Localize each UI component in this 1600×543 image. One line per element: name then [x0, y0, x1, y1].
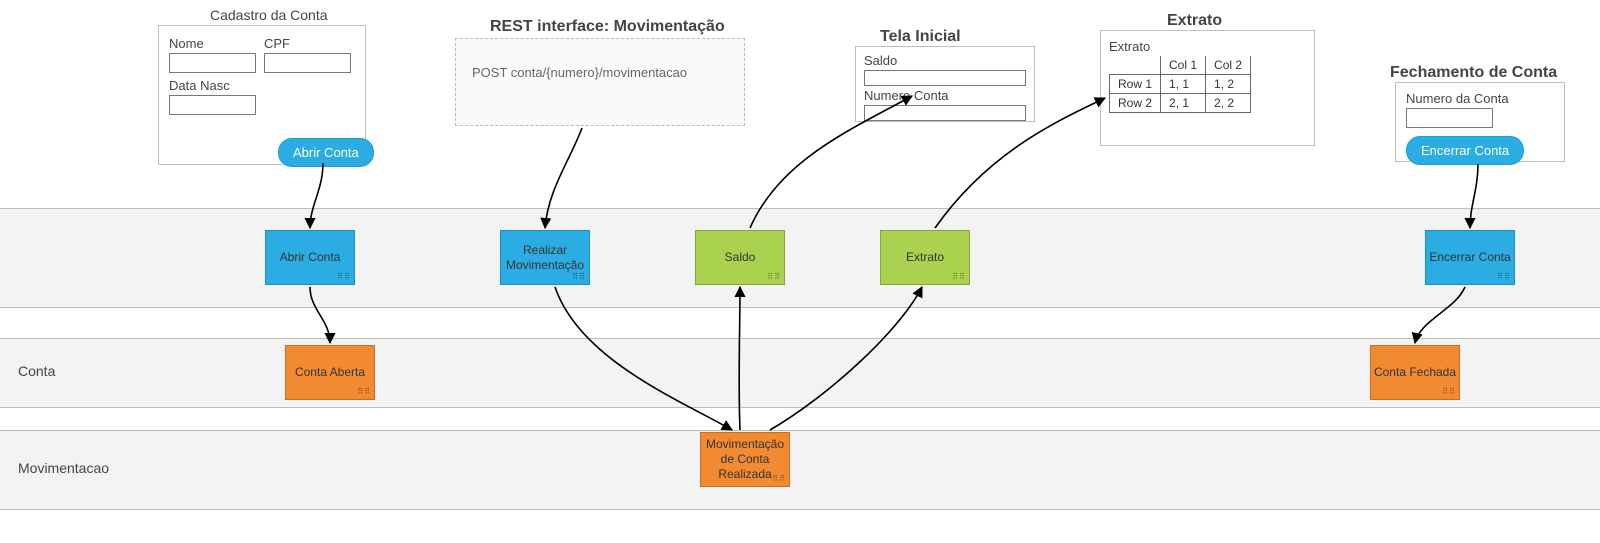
rest-text: POST conta/{numero}/movimentacao — [472, 65, 734, 80]
extrato-col1: Col 1 — [1161, 56, 1206, 75]
node-saldo[interactable]: Saldo ⠿⠿ — [695, 230, 785, 285]
node-extrato[interactable]: Extrato ⠿⠿ — [880, 230, 970, 285]
extrato-r1-label: Row 1 — [1110, 75, 1161, 94]
node-encerrar-label: Encerrar Conta — [1429, 250, 1510, 265]
extrato-r2c2: 2, 2 — [1206, 94, 1251, 113]
diagram-canvas: Conta Movimentacao Cadastro da Conta Nom… — [0, 0, 1600, 543]
extrato-col2: Col 2 — [1206, 56, 1251, 75]
rest-title: REST interface: Movimentação — [490, 18, 725, 36]
fechamento-input[interactable] — [1406, 108, 1493, 128]
grip-icon: ⠿⠿ — [772, 474, 786, 484]
lane-actions — [0, 208, 1600, 308]
grip-icon: ⠿⠿ — [1497, 272, 1511, 282]
extrato-r2c1: 2, 1 — [1161, 94, 1206, 113]
cadastro-datanasc-input[interactable] — [169, 95, 256, 115]
tela-inicial-title: Tela Inicial — [880, 28, 961, 46]
node-realizar-mov-label: Realizar Movimentação — [503, 243, 587, 273]
extrato-panel: Extrato Col 1 Col 2 Row 1 1, 1 1, 2 Row … — [1100, 30, 1315, 146]
node-conta-fechada[interactable]: Conta Fechada ⠿⠿ — [1370, 345, 1460, 400]
cadastro-cpf-label: CPF — [264, 36, 351, 51]
extrato-r1c2: 1, 2 — [1206, 75, 1251, 94]
cadastro-datanasc-label: Data Nasc — [169, 78, 256, 93]
node-abrir-conta[interactable]: Abrir Conta ⠿⠿ — [265, 230, 355, 285]
grip-icon: ⠿⠿ — [767, 272, 781, 282]
extrato-inner-title: Extrato — [1109, 39, 1306, 54]
grip-icon: ⠿⠿ — [337, 272, 351, 282]
fechamento-panel: Numero da Conta Encerrar Conta — [1395, 82, 1565, 162]
extrato-table: Col 1 Col 2 Row 1 1, 1 1, 2 Row 2 2, 1 2… — [1109, 56, 1251, 113]
encerrar-conta-button[interactable]: Encerrar Conta — [1406, 136, 1524, 165]
node-extrato-label: Extrato — [906, 250, 944, 265]
cadastro-cpf-input[interactable] — [264, 53, 351, 73]
lane-conta-label: Conta — [18, 363, 55, 379]
abrir-conta-button[interactable]: Abrir Conta — [278, 138, 374, 167]
grip-icon: ⠿⠿ — [1442, 387, 1456, 397]
node-encerrar[interactable]: Encerrar Conta ⠿⠿ — [1425, 230, 1515, 285]
rest-panel: POST conta/{numero}/movimentacao — [455, 38, 745, 126]
grip-icon: ⠿⠿ — [357, 387, 371, 397]
extrato-r2-label: Row 2 — [1110, 94, 1161, 113]
grip-icon: ⠿⠿ — [572, 272, 586, 282]
cadastro-nome-label: Nome — [169, 36, 256, 51]
node-mov-realizada[interactable]: Movimentação de Conta Realizada⠿⠿ — [700, 432, 790, 487]
numero-conta-input[interactable] — [864, 105, 1026, 121]
saldo-label: Saldo — [864, 53, 1026, 68]
node-conta-fechada-label: Conta Fechada — [1374, 365, 1456, 380]
cadastro-nome-input[interactable] — [169, 53, 256, 73]
numero-conta-label: Numero Conta — [864, 88, 1026, 103]
node-conta-aberta-label: Conta Aberta — [295, 365, 365, 380]
node-realizar-mov[interactable]: Realizar Movimentação⠿⠿ — [500, 230, 590, 285]
lane-movimentacao — [0, 430, 1600, 510]
lane-conta — [0, 338, 1600, 408]
fechamento-title: Fechamento de Conta — [1390, 64, 1557, 82]
node-saldo-label: Saldo — [725, 250, 756, 265]
cadastro-title: Cadastro da Conta — [210, 7, 328, 23]
extrato-title: Extrato — [1167, 12, 1222, 30]
node-conta-aberta[interactable]: Conta Aberta ⠿⠿ — [285, 345, 375, 400]
lane-mov-label: Movimentacao — [18, 460, 109, 476]
node-abrir-conta-label: Abrir Conta — [280, 250, 341, 265]
tela-inicial-panel: Saldo Numero Conta — [855, 46, 1035, 122]
extrato-r1c1: 1, 1 — [1161, 75, 1206, 94]
saldo-input[interactable] — [864, 70, 1026, 86]
fechamento-field-label: Numero da Conta — [1406, 91, 1554, 106]
grip-icon: ⠿⠿ — [952, 272, 966, 282]
